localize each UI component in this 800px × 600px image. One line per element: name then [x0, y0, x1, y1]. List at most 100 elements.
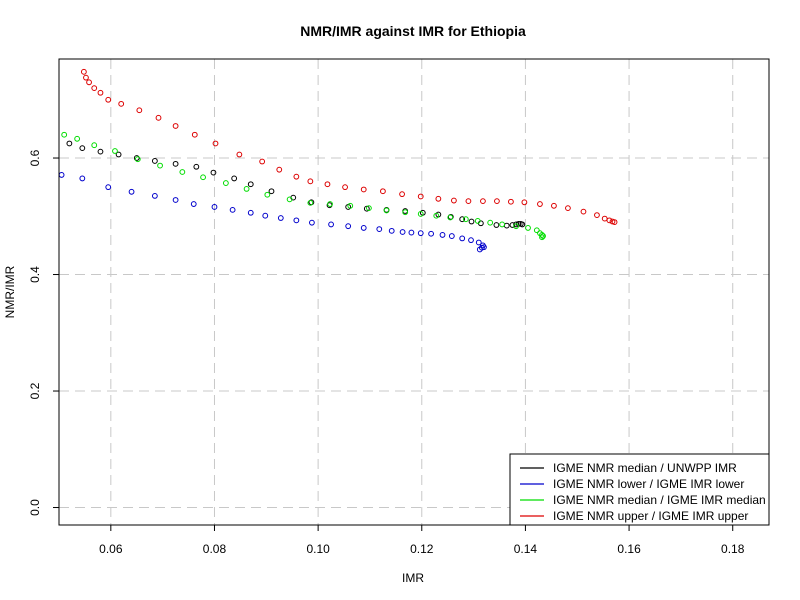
data-point [537, 201, 543, 207]
y-tick-label: 0.0 [28, 499, 42, 516]
data-point [136, 107, 143, 114]
data-point [247, 209, 254, 216]
data-point [91, 85, 98, 92]
data-point [115, 151, 122, 158]
data-point [151, 192, 158, 199]
data-point [157, 162, 163, 169]
x-tick-label: 0.08 [203, 542, 227, 556]
data-point [428, 230, 435, 237]
series-3 [80, 68, 618, 226]
legend-label: IGME NMR median / IGME IMR median [553, 493, 766, 507]
x-axis: 0.06 0.08 0.10 0.12 0.14 0.16 0.18 [99, 525, 745, 556]
data-point [328, 221, 334, 228]
data-point [580, 208, 587, 215]
y-tick-label: 0.6 [28, 149, 42, 166]
data-point [399, 191, 405, 198]
data-point [399, 229, 406, 235]
data-point [58, 172, 65, 178]
data-point [128, 188, 135, 195]
data-point [342, 184, 348, 191]
data-point [611, 219, 618, 226]
data-point [210, 169, 217, 176]
data-point [286, 196, 293, 203]
data-point [200, 174, 206, 181]
chart-title: NMR/IMR against IMR for Ethiopia [300, 23, 526, 39]
data-point [475, 239, 482, 246]
data-point [345, 223, 352, 230]
data-point [190, 201, 197, 207]
data-point [435, 195, 442, 202]
legend-label: IGME NMR median / UNWPP IMR [553, 461, 737, 475]
series-1 [58, 172, 487, 253]
data-point [533, 227, 540, 234]
data-point [594, 212, 600, 219]
data-point [179, 169, 186, 175]
data-point [134, 156, 141, 163]
data-point [380, 188, 386, 195]
data-point [236, 151, 243, 158]
data-point [229, 206, 236, 213]
x-tick-label: 0.06 [99, 542, 123, 556]
data-point [417, 211, 424, 217]
data-point [465, 198, 472, 205]
data-point [293, 173, 300, 180]
data-point [360, 186, 367, 193]
data-point [243, 185, 250, 192]
data-point [402, 209, 409, 216]
data-point [606, 217, 613, 224]
data-point [79, 175, 86, 182]
legend-label: IGME NMR lower / IGME IMR lower [553, 477, 744, 491]
data-point [499, 221, 506, 228]
data-point [172, 160, 179, 167]
data-point [97, 148, 104, 155]
data-point [277, 215, 284, 221]
data-point [360, 225, 367, 231]
series-0 [66, 140, 526, 229]
data-point [118, 100, 125, 107]
grid [59, 59, 769, 525]
y-axis-label: NMR/IMR [3, 265, 17, 318]
data-point [468, 237, 474, 244]
data-point [462, 216, 469, 223]
data-point [508, 198, 514, 205]
data-point [307, 178, 314, 185]
data-point [459, 235, 466, 242]
data-point [347, 202, 354, 209]
data-point [307, 199, 314, 206]
data-point [324, 181, 331, 188]
data-point [388, 227, 395, 234]
data-point [519, 221, 526, 228]
x-tick-label: 0.16 [617, 542, 641, 556]
data-point [151, 158, 158, 164]
data-point [276, 166, 283, 173]
data-point [74, 135, 81, 142]
data-point [417, 193, 424, 200]
data-point [133, 155, 140, 161]
data-point [366, 205, 372, 212]
data-point [565, 205, 571, 212]
data-point [155, 114, 162, 121]
data-point [112, 148, 118, 154]
data-point [262, 212, 269, 219]
x-tick-label: 0.12 [410, 542, 434, 556]
x-axis-label: IMR [402, 571, 424, 585]
data-point [476, 246, 483, 253]
data-point [80, 68, 87, 75]
data-point [172, 197, 179, 203]
data-point [539, 232, 545, 238]
data-point [268, 188, 275, 195]
plot-frame [58, 58, 770, 526]
data-point [521, 199, 528, 206]
data-point [448, 233, 455, 239]
data-point [222, 180, 229, 186]
series-layer [58, 68, 618, 253]
legend-label: IGME NMR upper / IGME IMR upper [553, 509, 748, 523]
data-point [309, 219, 315, 226]
data-point [503, 222, 510, 229]
data-point [97, 89, 104, 96]
data-point [433, 212, 440, 219]
data-point [474, 218, 481, 224]
data-point [539, 234, 545, 241]
data-point [417, 230, 424, 237]
